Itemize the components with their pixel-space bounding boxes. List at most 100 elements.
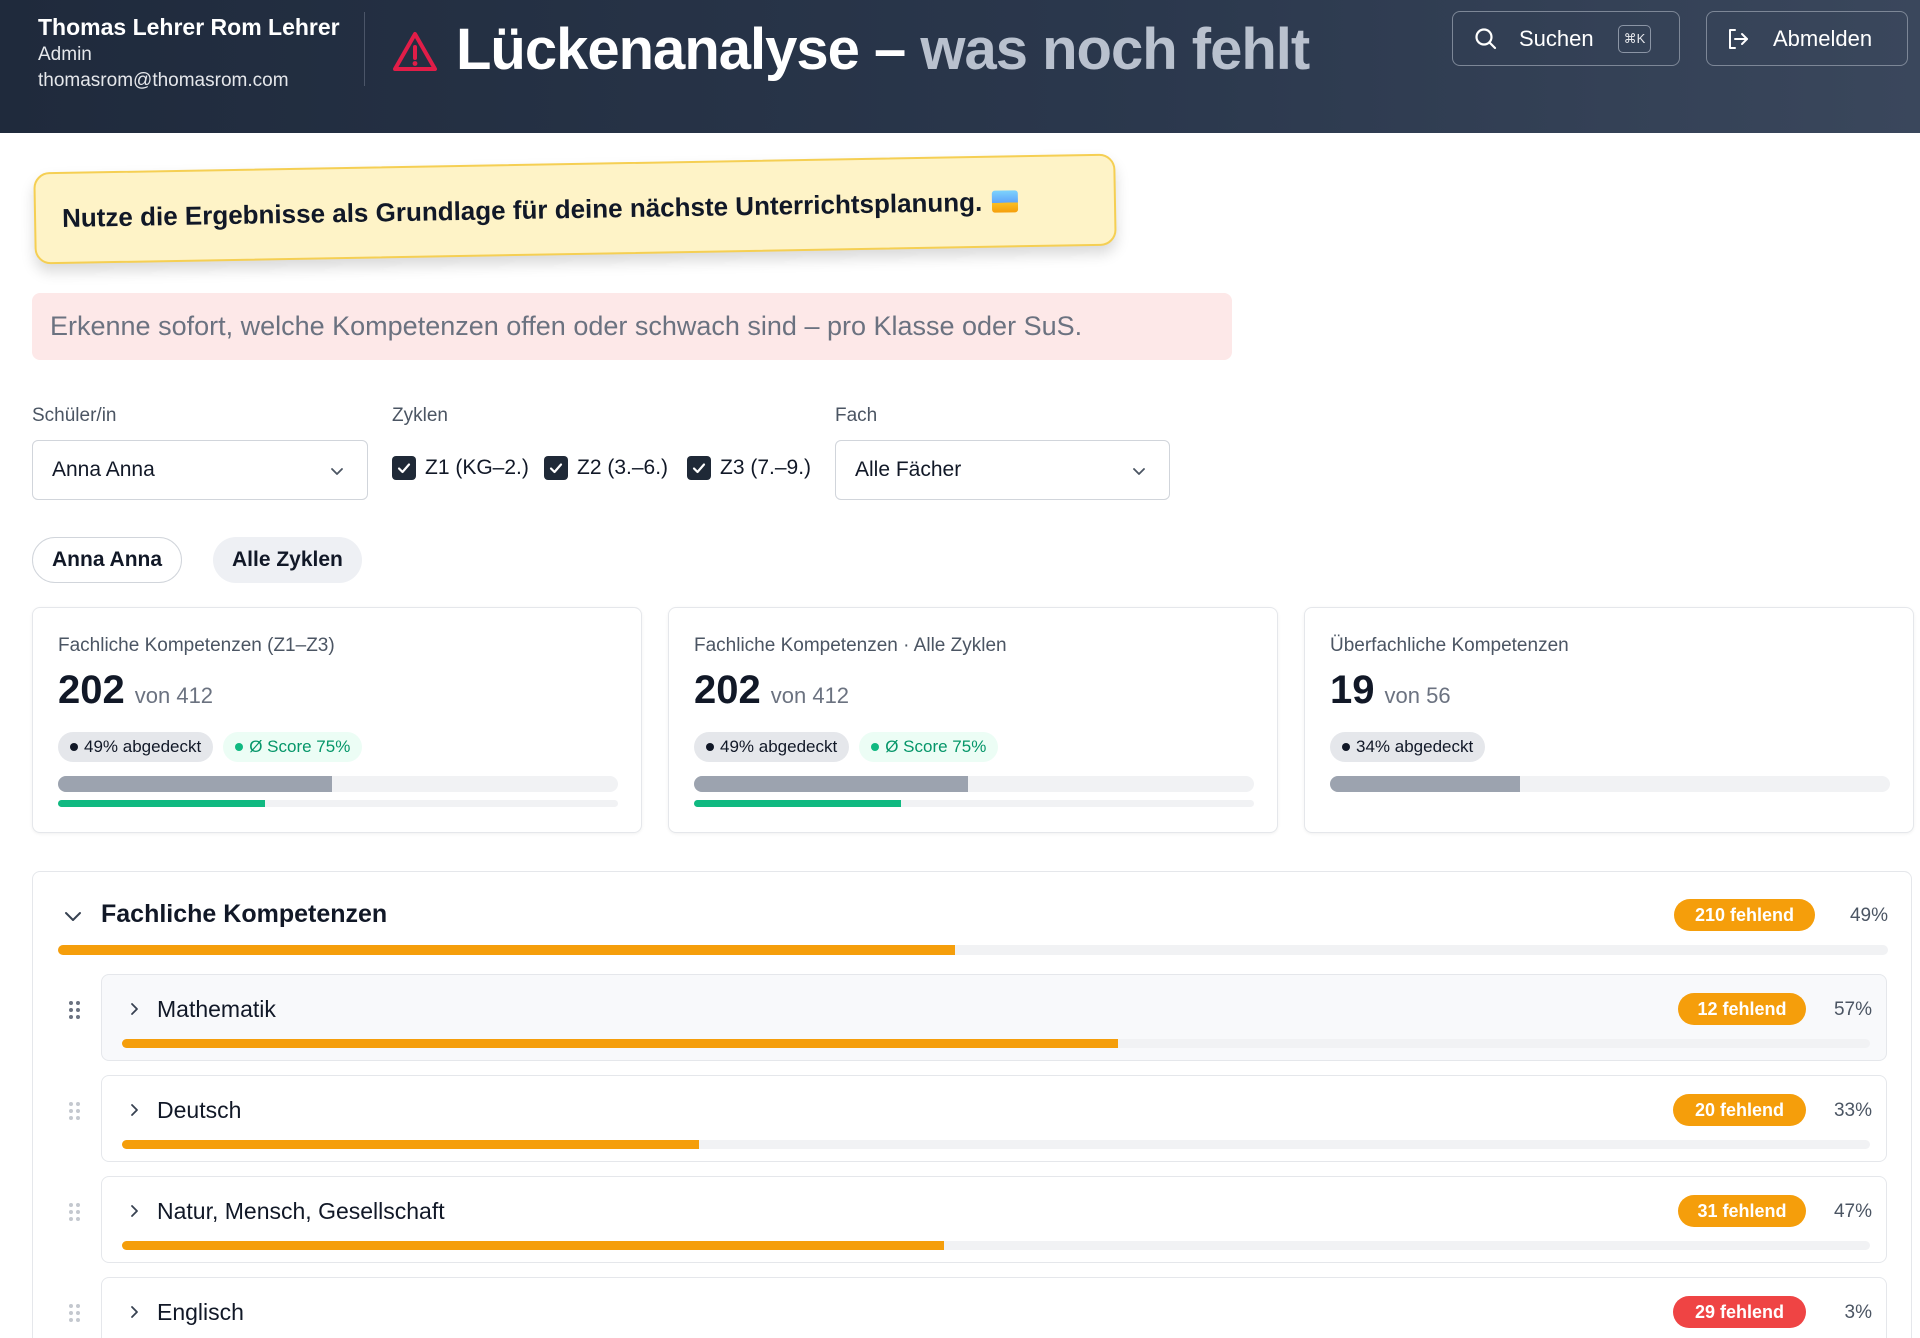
score-bar — [58, 800, 618, 807]
cycle-checkbox-z3[interactable]: Z3 (7.–9.) — [687, 456, 811, 480]
subject-row-nmg[interactable]: Natur, Mensch, Gesellschaft 31 fehlend 4… — [101, 1176, 1887, 1263]
card-value-number: 202 — [58, 668, 125, 712]
coverage-percent: 47% — [1833, 1201, 1872, 1222]
checkbox-checked-icon — [392, 456, 416, 480]
search-shortcut: ⌘K — [1617, 24, 1652, 53]
status-dot — [706, 743, 714, 751]
user-email: thomasrom@thomasrom.com — [38, 70, 289, 91]
chevron-right-icon — [131, 1205, 138, 1217]
drag-handle-icon[interactable] — [67, 1302, 83, 1324]
subject-name: Natur, Mensch, Gesellschaft — [157, 1198, 445, 1224]
drag-handle-icon[interactable] — [67, 999, 83, 1021]
card-value-total: von 412 — [770, 683, 850, 708]
subject-row-englisch[interactable]: Englisch 29 fehlend 3% — [101, 1277, 1887, 1338]
checkbox-checked-icon — [687, 456, 711, 480]
coverage-bar-fill — [58, 776, 333, 792]
cycles-chip[interactable]: Alle Zyklen — [213, 537, 362, 583]
card-value-number: 19 — [1330, 668, 1375, 712]
logout-icon — [1729, 28, 1748, 49]
missing-badge: 31 fehlend — [1678, 1195, 1806, 1227]
subject-filter-label: Fach — [835, 405, 878, 426]
score-bar-fill — [694, 800, 902, 807]
card-title: Fachliche Kompetenzen · Alle Zyklen — [694, 635, 1007, 656]
subject-select[interactable]: Alle Fächer — [835, 440, 1170, 500]
user-name: Thomas Lehrer Rom Lehrer — [38, 14, 340, 40]
search-button[interactable]: Suchen ⌘K — [1452, 11, 1680, 66]
score-bar-fill — [58, 800, 266, 807]
coverage-pill: 34% abgedeckt — [1330, 732, 1486, 762]
missing-badge: 12 fehlend — [1678, 993, 1806, 1025]
score-pill-text: Ø Score 75% — [885, 737, 987, 756]
competencies-section: Fachliche Kompetenzen 210 fehlend 49% Ma… — [32, 871, 1912, 1338]
subject-progress-bar — [122, 1140, 1870, 1149]
subject-name: Englisch — [157, 1299, 244, 1325]
warning-triangle-icon — [393, 32, 437, 71]
cycle-checkbox-label: Z2 (3.–6.) — [577, 456, 669, 479]
subject-progress-bar — [122, 1039, 1870, 1048]
missing-badge: 210 fehlend — [1674, 899, 1815, 931]
page-title: Lückenanalyse – was noch fehlt — [456, 14, 1310, 86]
coverage-pill: 49% abgedeckt — [58, 732, 214, 762]
summary-card-all-cycles: Fachliche Kompetenzen · Alle Zyklen 202 v… — [668, 607, 1278, 833]
coverage-bar-fill — [694, 776, 969, 792]
student-select[interactable]: Anna Anna — [32, 440, 368, 500]
picture-emoji-icon — [992, 190, 1019, 213]
subject-row-mathematik[interactable]: Mathematik 12 fehlend 57% — [101, 974, 1887, 1061]
drag-handle-icon[interactable] — [67, 1100, 83, 1122]
coverage-pill: 49% abgedeckt — [694, 732, 850, 762]
search-icon — [1475, 27, 1497, 49]
cycle-checkbox-label: Z1 (KG–2.) — [425, 456, 529, 479]
card-value: 202 von 412 — [694, 668, 849, 713]
header-divider — [364, 12, 365, 86]
chevron-right-icon — [131, 1306, 138, 1318]
checkbox-checked-icon — [544, 456, 568, 480]
chevron-right-icon — [131, 1003, 138, 1015]
page-title-main: Lückenanalyse – — [456, 17, 921, 82]
tip-note-text: Nutze die Ergebnisse als Grundlage für d… — [61, 186, 983, 233]
coverage-pill-text: 49% abgedeckt — [84, 737, 202, 756]
section-progress-bar — [58, 945, 1888, 955]
subject-row-deutsch[interactable]: Deutsch 20 fehlend 33% — [101, 1075, 1887, 1162]
student-chip[interactable]: Anna Anna — [32, 537, 183, 583]
info-banner: Erkenne sofort, welche Kompetenzen offen… — [32, 293, 1232, 360]
coverage-bar-fill — [1330, 776, 1521, 792]
card-title: Überfachliche Kompetenzen — [1330, 635, 1569, 656]
cycle-checkbox-z2[interactable]: Z2 (3.–6.) — [544, 456, 668, 480]
coverage-bar — [1330, 776, 1890, 792]
coverage-pill-text: 49% abgedeckt — [720, 737, 838, 756]
score-pill-text: Ø Score 75% — [249, 737, 351, 756]
student-filter-label: Schüler/in — [32, 405, 117, 426]
card-value: 202 von 412 — [58, 668, 213, 713]
coverage-bar — [694, 776, 1254, 792]
coverage-bar — [58, 776, 618, 792]
card-value: 19 von 56 — [1330, 668, 1451, 713]
coverage-pill-text: 34% abgedeckt — [1356, 737, 1474, 756]
card-title: Fachliche Kompetenzen (Z1–Z3) — [58, 635, 335, 656]
subject-select-value: Alle Fächer — [855, 458, 962, 481]
section-progress-fill — [58, 945, 955, 955]
app-header: Thomas Lehrer Rom Lehrer Admin thomasrom… — [0, 0, 1920, 133]
missing-badge: 29 fehlend — [1673, 1296, 1806, 1328]
drag-handle-icon[interactable] — [67, 1201, 83, 1223]
score-pill: Ø Score 75% — [859, 732, 999, 762]
coverage-percent: 33% — [1833, 1100, 1872, 1121]
subject-progress-fill — [122, 1241, 944, 1250]
tip-note: Nutze die Ergebnisse als Grundlage für d… — [33, 153, 1117, 265]
status-dot — [235, 743, 244, 751]
card-value-number: 202 — [694, 668, 761, 712]
missing-badge: 20 fehlend — [1673, 1094, 1806, 1126]
user-info: Thomas Lehrer Rom Lehrer Admin thomasrom… — [38, 13, 340, 94]
summary-card-subject: Fachliche Kompetenzen (Z1–Z3) 202 von 412… — [32, 607, 642, 833]
status-dot — [70, 743, 78, 751]
cycle-checkbox-z1[interactable]: Z1 (KG–2.) — [392, 456, 529, 480]
section-title[interactable]: Fachliche Kompetenzen — [101, 900, 388, 928]
card-value-total: von 56 — [1384, 683, 1451, 708]
chevron-down-icon[interactable] — [63, 906, 83, 926]
card-value-total: von 412 — [134, 683, 214, 708]
logout-button[interactable]: Abmelden — [1706, 11, 1908, 66]
logout-label: Abmelden — [1773, 25, 1873, 51]
coverage-percent: 57% — [1833, 999, 1872, 1020]
coverage-percent: 3% — [1844, 1302, 1872, 1323]
page-title-sub: was noch fehlt — [920, 17, 1310, 82]
subject-name: Mathematik — [157, 996, 276, 1022]
